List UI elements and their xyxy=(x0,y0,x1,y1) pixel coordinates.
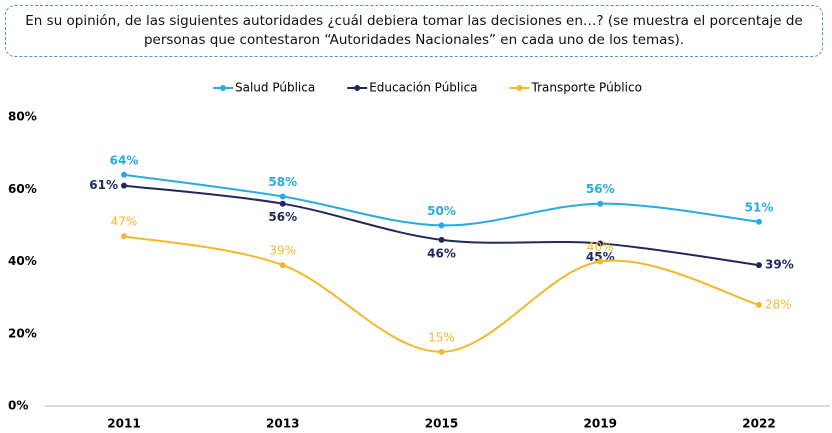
data-label: 47% xyxy=(111,215,138,229)
point xyxy=(597,258,604,265)
data-label: 58% xyxy=(268,175,297,189)
point xyxy=(597,200,604,207)
data-label: 61% xyxy=(89,178,118,192)
x-tick-label: 2019 xyxy=(584,417,617,431)
point xyxy=(597,240,604,247)
point xyxy=(438,348,445,355)
legend-marker xyxy=(516,85,523,91)
point xyxy=(438,236,445,243)
data-label: 39% xyxy=(269,244,296,258)
point xyxy=(121,182,127,189)
legend-label: Transporte Público xyxy=(531,81,642,95)
data-label: 15% xyxy=(428,330,455,344)
data-label: 64% xyxy=(110,153,139,167)
legend-marker xyxy=(220,85,226,91)
legend-label: Educación Pública xyxy=(369,81,477,95)
point xyxy=(121,233,127,240)
y-tick-label: 40% xyxy=(8,254,37,268)
data-label: 50% xyxy=(427,204,456,218)
y-tick-label: 20% xyxy=(8,326,37,340)
point xyxy=(756,262,762,269)
data-label: 28% xyxy=(765,297,792,311)
chart-title: En su opinión, de las siguientes autorid… xyxy=(5,5,823,57)
data-label: 39% xyxy=(765,258,794,272)
point xyxy=(438,222,445,229)
point xyxy=(756,301,762,308)
data-label: 56% xyxy=(268,210,297,224)
data-label: 56% xyxy=(586,182,615,196)
legend-label: Salud Pública xyxy=(235,81,315,95)
y-tick-label: 80% xyxy=(8,110,37,124)
point xyxy=(756,218,762,225)
data-label: 40% xyxy=(587,240,614,254)
point xyxy=(279,262,286,269)
x-tick-label: 2022 xyxy=(742,417,775,431)
legend-marker xyxy=(354,85,361,91)
x-tick-label: 2011 xyxy=(107,417,140,431)
point xyxy=(121,171,127,178)
x-tick-label: 2015 xyxy=(425,417,458,431)
point xyxy=(279,193,286,200)
data-label: 46% xyxy=(427,246,456,260)
y-tick-label: 60% xyxy=(8,182,37,196)
y-tick-label: 0% xyxy=(8,399,28,413)
data-label: 51% xyxy=(745,200,774,214)
x-tick-label: 2013 xyxy=(266,417,299,431)
point xyxy=(279,200,286,207)
